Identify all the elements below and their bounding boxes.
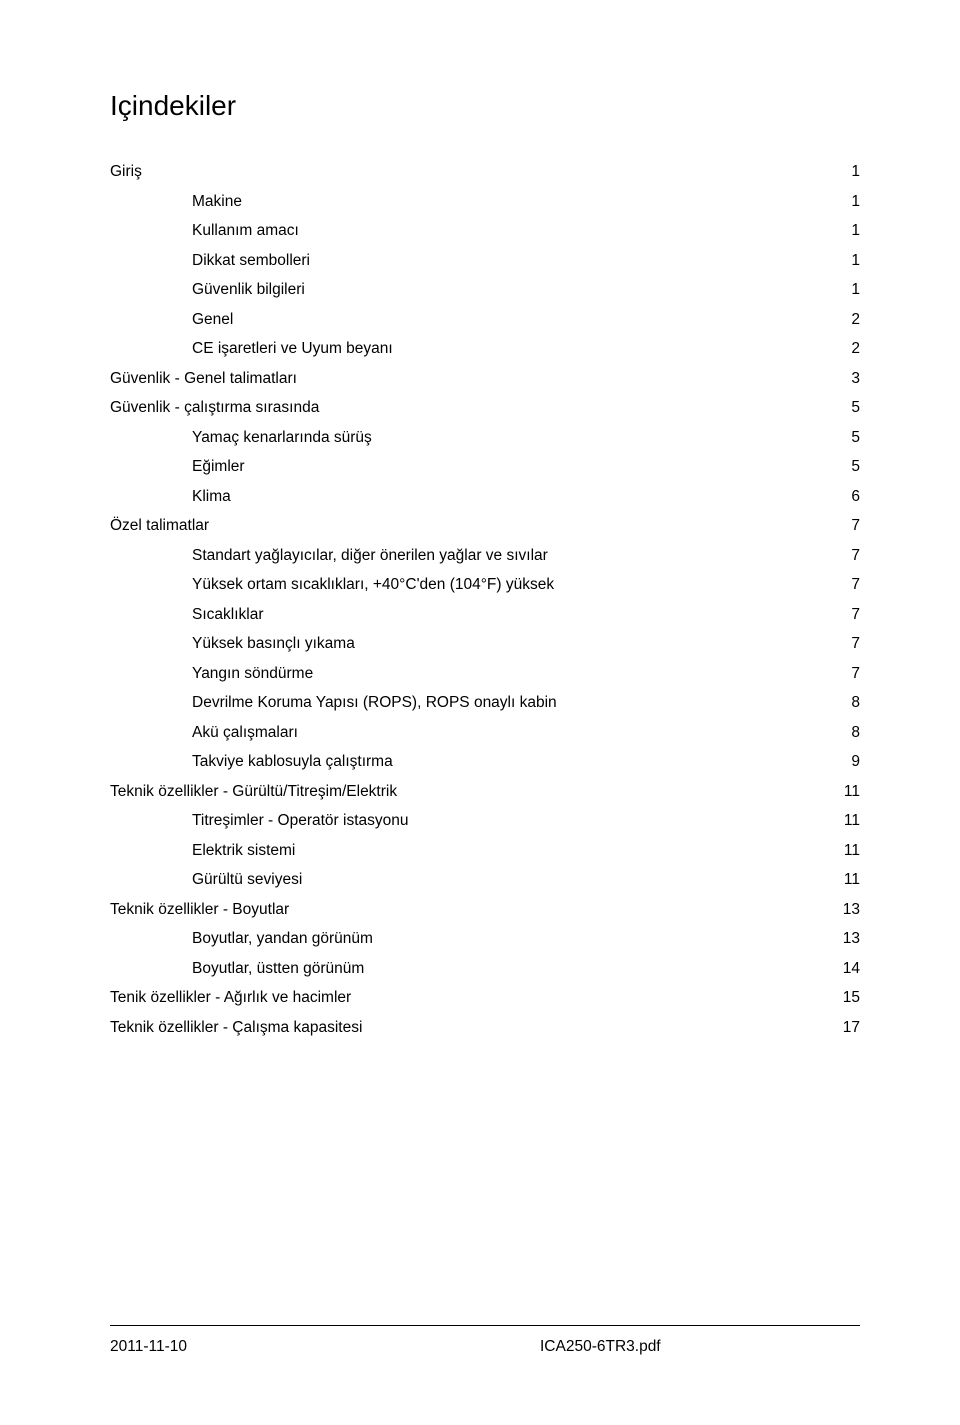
toc-page-number: 11 [836,843,860,859]
toc-label: Güvenlik bilgileri [192,282,305,298]
toc-page-number: 2 [836,312,860,328]
toc-label: Giriş [110,164,142,180]
toc-label: Klima [192,489,231,505]
toc-page-number: 8 [836,725,860,741]
toc-page-number: 11 [836,872,860,888]
toc-row: Yangın söndürme 7 [110,666,860,682]
toc-page-number: 11 [836,784,860,800]
toc-label: Takviye kablosuyla çalıştırma [192,754,393,770]
toc-page-number: 14 [836,961,860,977]
toc-row: Tenik özellikler - Ağırlık ve hacimler 15 [110,990,860,1006]
toc-row: Güvenlik - çalıştırma sırasında 5 [110,400,860,416]
toc-page-number: 5 [836,430,860,446]
toc-label: CE işaretleri ve Uyum beyanı [192,341,393,357]
toc-label: Kullanım amacı [192,223,299,239]
toc-page-number: 1 [836,164,860,180]
toc-row: Teknik özellikler - Çalışma kapasitesi 17 [110,1020,860,1036]
toc-page-number: 1 [836,282,860,298]
toc-label: Genel [192,312,233,328]
toc-label: Tenik özellikler - Ağırlık ve hacimler [110,990,351,1006]
toc-row: Güvenlik - Genel talimatları 3 [110,371,860,387]
toc-row: Özel talimatlar 7 [110,518,860,534]
toc-label: Makine [192,194,242,210]
toc-page-number: 13 [836,931,860,947]
toc-label: Akü çalışmaları [192,725,298,741]
toc-row: Giriş 1 [110,164,860,180]
footer-filename: ICA250-6TR3.pdf [430,1338,860,1356]
toc-row: Klima 6 [110,489,860,505]
toc-label: Yüksek ortam sıcaklıkları, +40°C'den (10… [192,577,554,593]
toc-label: Güvenlik - Genel talimatları [110,371,297,387]
toc-page-number: 1 [836,253,860,269]
toc-page-number: 7 [836,666,860,682]
toc-row: Takviye kablosuyla çalıştırma 9 [110,754,860,770]
footer-date: 2011-11-10 [110,1338,430,1356]
toc-row: Dikkat sembolleri 1 [110,253,860,269]
toc-page-number: 6 [836,489,860,505]
toc-row: Elektrik sistemi 11 [110,843,860,859]
toc-label: Boyutlar, üstten görünüm [192,961,364,977]
toc-row: CE işaretleri ve Uyum beyanı 2 [110,341,860,357]
toc-label: Yüksek basınçlı yıkama [192,636,355,652]
toc-page-number: 7 [836,577,860,593]
toc-label: Titreşimler - Operatör istasyonu [192,813,409,829]
toc-row: Teknik özellikler - Gürültü/Titreşim/Ele… [110,784,860,800]
toc-row: Makine 1 [110,194,860,210]
toc-row: Güvenlik bilgileri 1 [110,282,860,298]
toc-page-number: 17 [836,1020,860,1036]
toc-page-number: 9 [836,754,860,770]
toc-row: Yamaç kenarlarında sürüş 5 [110,430,860,446]
toc-row: Boyutlar, yandan görünüm 13 [110,931,860,947]
toc-row: Genel 2 [110,312,860,328]
toc-label: Yamaç kenarlarında sürüş [192,430,372,446]
toc-page-number: 13 [836,902,860,918]
toc-row: Titreşimler - Operatör istasyonu 11 [110,813,860,829]
toc-label: Devrilme Koruma Yapısı (ROPS), ROPS onay… [192,695,557,711]
toc-label: Boyutlar, yandan görünüm [192,931,373,947]
toc-row: Eğimler 5 [110,459,860,475]
toc-label: Teknik özellikler - Çalışma kapasitesi [110,1020,362,1036]
toc-page-number: 7 [836,607,860,623]
toc-page-number: 3 [836,371,860,387]
toc-row: Teknik özellikler - Boyutlar 13 [110,902,860,918]
toc-label: Sıcaklıklar [192,607,264,623]
toc-row: Standart yağlayıcılar, diğer önerilen ya… [110,548,860,564]
toc-row: Akü çalışmaları 8 [110,725,860,741]
toc-page-number: 7 [836,636,860,652]
toc-page-number: 7 [836,518,860,534]
toc-row: Sıcaklıklar 7 [110,607,860,623]
toc-label: Standart yağlayıcılar, diğer önerilen ya… [192,548,548,564]
toc-page-number: 2 [836,341,860,357]
page-title: Içindekiler [110,90,860,122]
toc-row: Yüksek ortam sıcaklıkları, +40°C'den (10… [110,577,860,593]
toc-page-number: 8 [836,695,860,711]
toc-page-number: 11 [836,813,860,829]
toc-label: Dikkat sembolleri [192,253,310,269]
toc-label: Özel talimatlar [110,518,209,534]
toc-page-number: 1 [836,223,860,239]
toc-page-number: 15 [836,990,860,1006]
toc-label: Yangın söndürme [192,666,313,682]
toc-label: Elektrik sistemi [192,843,295,859]
toc-label: Güvenlik - çalıştırma sırasında [110,400,319,416]
table-of-contents: Giriş1Makine1Kullanım amacı1Dikkat sembo… [110,164,860,1035]
toc-row: Gürültü seviyesi 11 [110,872,860,888]
toc-row: Kullanım amacı 1 [110,223,860,239]
toc-row: Boyutlar, üstten görünüm 14 [110,961,860,977]
toc-page-number: 5 [836,400,860,416]
toc-page-number: 1 [836,194,860,210]
toc-page-number: 5 [836,459,860,475]
toc-label: Gürültü seviyesi [192,872,302,888]
page-footer: 2011-11-10 ICA250-6TR3.pdf [110,1325,860,1356]
toc-label: Eğimler [192,459,245,475]
toc-page-number: 7 [836,548,860,564]
toc-row: Yüksek basınçlı yıkama 7 [110,636,860,652]
toc-row: Devrilme Koruma Yapısı (ROPS), ROPS onay… [110,695,860,711]
toc-label: Teknik özellikler - Boyutlar [110,902,289,918]
toc-label: Teknik özellikler - Gürültü/Titreşim/Ele… [110,784,397,800]
